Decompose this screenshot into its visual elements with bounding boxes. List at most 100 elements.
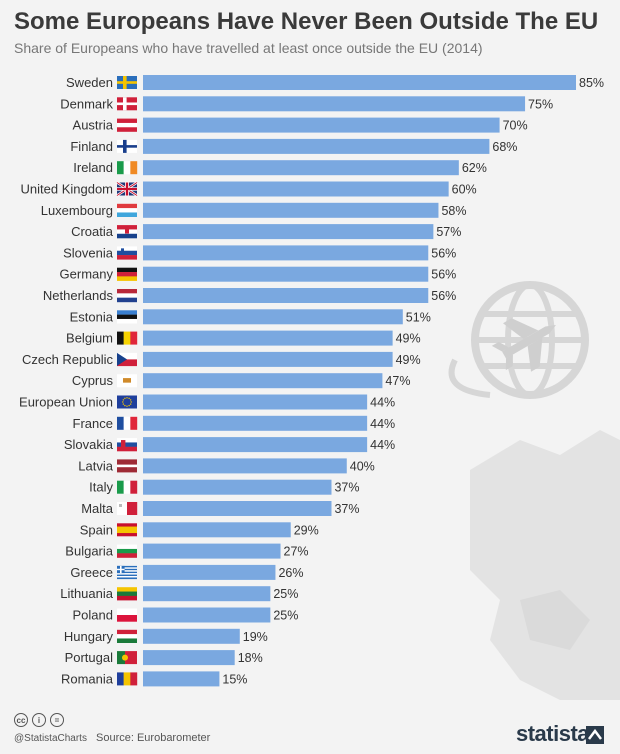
category-label: Luxembourg — [41, 203, 113, 218]
bar — [143, 564, 276, 580]
bar — [143, 288, 429, 303]
united-kingdom-flag-icon — [116, 181, 138, 197]
category-label: Finland — [70, 139, 113, 154]
value-label: 49% — [396, 332, 421, 346]
twitter-handle: @StatistaCharts — [14, 733, 87, 744]
category-label: Sweden — [66, 75, 113, 90]
bar — [143, 671, 220, 687]
value-label: 75% — [528, 97, 553, 111]
value-label: 47% — [385, 374, 410, 388]
bar — [143, 373, 383, 389]
category-label: Malta — [81, 501, 114, 516]
value-label: 18% — [238, 651, 263, 665]
bar — [143, 415, 368, 431]
category-label: Czech Republic — [22, 352, 114, 367]
bulgaria-flag-icon — [117, 544, 137, 558]
bar — [143, 330, 393, 346]
bar — [143, 117, 500, 133]
greece-flag-icon — [117, 565, 137, 580]
italy-flag-icon — [117, 480, 138, 494]
value-label: 40% — [350, 459, 375, 473]
bar — [143, 479, 332, 495]
value-label: 44% — [370, 417, 395, 431]
value-label: 68% — [492, 140, 517, 154]
bar — [143, 160, 459, 176]
category-label: Bulgaria — [65, 544, 113, 559]
hungary-flag-icon — [117, 629, 137, 643]
value-label: 29% — [294, 523, 319, 537]
estonia-flag-icon — [117, 310, 137, 324]
category-label: United Kingdom — [21, 182, 114, 197]
category-label: Denmark — [60, 96, 113, 111]
source-note: Source: Eurobarometer — [96, 732, 211, 744]
germany-flag-icon — [117, 267, 137, 281]
category-label: Slovenia — [63, 245, 114, 260]
romania-flag-icon — [117, 672, 138, 686]
value-label: 37% — [334, 481, 359, 495]
cyprus-flag-icon — [117, 374, 137, 388]
croatia-flag-icon — [117, 225, 137, 239]
value-label: 44% — [370, 438, 395, 452]
category-label: Romania — [61, 671, 114, 686]
denmark-flag-icon — [117, 97, 137, 111]
value-label: 57% — [436, 225, 461, 239]
chart-title: Some Europeans Have Never Been Outside T… — [14, 8, 599, 35]
bar — [143, 437, 368, 453]
bar — [143, 607, 271, 623]
value-label: 85% — [579, 76, 604, 90]
bar — [143, 309, 403, 325]
category-label: Netherlands — [43, 288, 114, 303]
license-icons: cc i = — [14, 713, 64, 727]
value-label: 58% — [441, 204, 466, 218]
lithuania-flag-icon — [117, 587, 137, 601]
category-label: Ireland — [73, 160, 113, 175]
value-label: 19% — [243, 630, 268, 644]
category-label: Lithuania — [60, 586, 114, 601]
value-label: 25% — [273, 587, 298, 601]
belgium-flag-icon — [117, 331, 138, 345]
value-label: 27% — [284, 545, 309, 559]
category-label: Latvia — [78, 458, 113, 473]
map-background — [470, 430, 620, 700]
value-label: 56% — [431, 246, 456, 260]
bar — [143, 181, 449, 197]
category-label: Cyprus — [72, 373, 114, 388]
value-label: 60% — [452, 183, 477, 197]
value-label: 51% — [406, 310, 431, 324]
category-label: Austria — [73, 118, 114, 133]
category-label: Hungary — [64, 629, 114, 644]
category-label: Slovakia — [64, 437, 114, 452]
category-label: Estonia — [70, 309, 114, 324]
finland-flag-icon — [117, 139, 137, 153]
value-label: 62% — [462, 161, 487, 175]
value-label: 25% — [273, 609, 298, 623]
category-label: European Union — [19, 395, 113, 410]
bar — [143, 202, 439, 218]
value-label: 49% — [396, 353, 421, 367]
category-label: Poland — [73, 608, 113, 623]
category-label: Portugal — [65, 650, 114, 665]
poland-flag-icon — [117, 608, 137, 622]
latvia-flag-icon — [117, 459, 137, 473]
bar — [143, 75, 576, 90]
czech-republic-flag-icon — [117, 352, 137, 367]
chart-subtitle: Share of Europeans who have travelled at… — [14, 40, 483, 56]
bar — [143, 245, 429, 261]
category-label: Germany — [60, 267, 114, 282]
bar — [143, 501, 332, 516]
category-label: Spain — [80, 522, 113, 537]
portugal-flag-icon — [117, 651, 137, 665]
slovenia-flag-icon — [117, 246, 137, 260]
bar — [143, 650, 235, 666]
bar — [143, 224, 434, 240]
european-union-flag-icon — [117, 395, 137, 409]
value-label: 44% — [370, 396, 395, 410]
noderivs-icon: = — [50, 713, 64, 727]
ireland-flag-icon — [117, 161, 138, 175]
netherlands-flag-icon — [117, 289, 137, 303]
bar — [143, 458, 347, 474]
bar — [143, 522, 291, 538]
bar — [143, 394, 368, 410]
category-label: Croatia — [71, 224, 114, 239]
